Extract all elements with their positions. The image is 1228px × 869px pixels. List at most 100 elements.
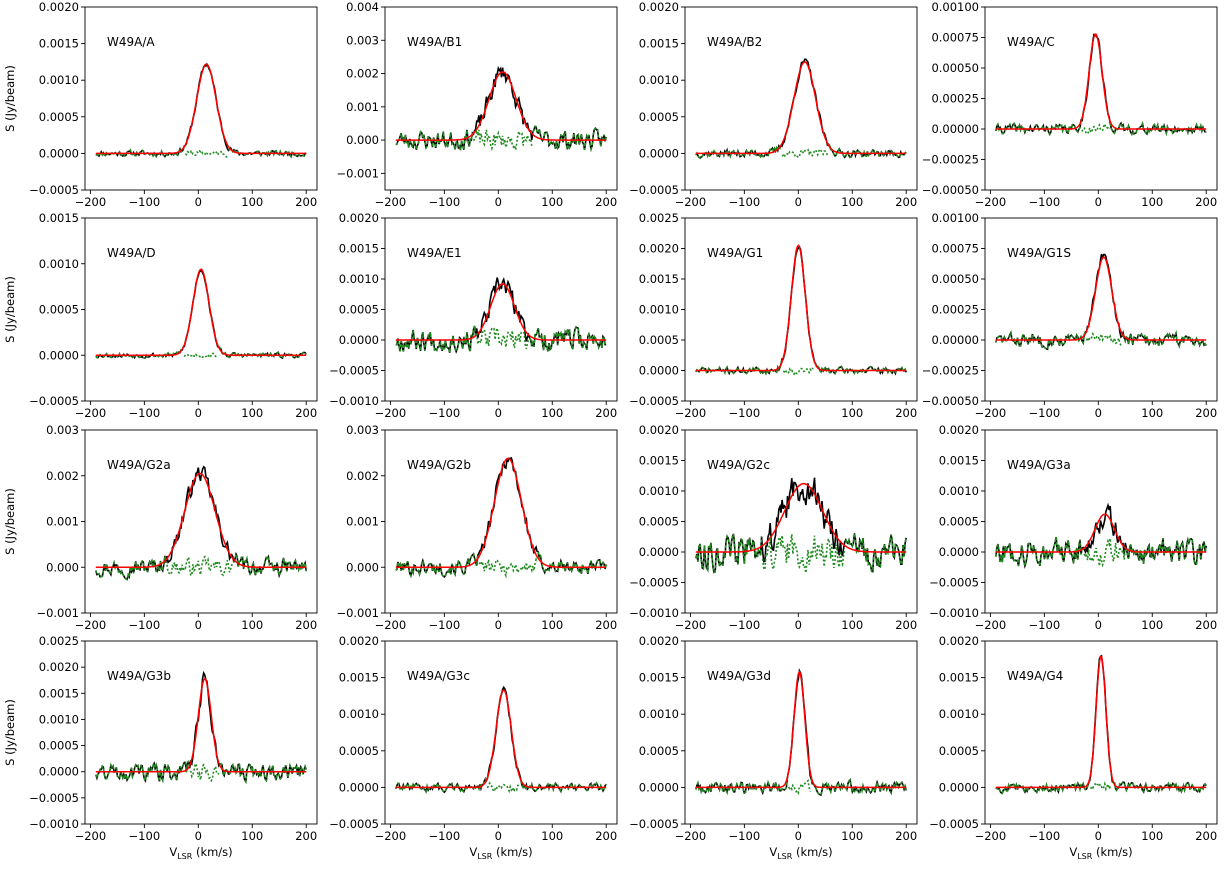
x-tick-label: 0: [195, 406, 202, 420]
y-tick-label: 0.0015: [39, 211, 79, 225]
y-tick-label: 0.0000: [39, 146, 79, 160]
x-tick-label: 100: [1141, 195, 1163, 209]
x-tick-label: 200: [895, 406, 917, 420]
x-tick-label: −200: [75, 829, 107, 843]
x-tick-label: −100: [1029, 406, 1061, 420]
x-tick-label: −200: [675, 618, 707, 632]
y-tick-label: 0.0010: [639, 707, 679, 721]
residual-overlay-line: [95, 145, 307, 159]
y-tick-label: 0.002: [46, 469, 79, 483]
residual-line: [183, 352, 219, 360]
panel-title: W49A/G2b: [407, 458, 471, 472]
gaussian-fit-line: [95, 268, 307, 357]
residual-line: [189, 761, 220, 783]
panel-title: W49A/G3a: [1007, 458, 1071, 472]
x-tick-label: −100: [1029, 618, 1061, 632]
y-tick-label: 0.0000: [39, 765, 79, 779]
y-tick-label: 0.0020: [39, 0, 79, 14]
gaussian-fit-line: [395, 457, 607, 568]
x-tick-label: 200: [595, 618, 617, 632]
residual-line: [166, 554, 234, 577]
y-tick-label: 0.0010: [639, 303, 679, 317]
y-tick-label: −0.00025: [922, 153, 979, 167]
x-tick-label: −200: [975, 829, 1007, 843]
y-tick-label: −0.0010: [929, 606, 979, 620]
y-tick-label: 0.0015: [339, 242, 379, 256]
residual-line: [184, 149, 228, 158]
panel-title: W49A/G2a: [107, 458, 171, 472]
x-tick-label: 0: [795, 406, 802, 420]
x-tick-label: 200: [595, 195, 617, 209]
x-axis-label: VLSR (km/s): [469, 845, 532, 861]
residual-line: [782, 367, 814, 376]
axes-frame: [384, 640, 618, 825]
gaussian-fit-line: [995, 33, 1207, 130]
y-tick-label: 0.0020: [639, 634, 679, 648]
y-tick-label: 0.0020: [39, 660, 79, 674]
y-tick-label: 0.00050: [931, 61, 979, 75]
y-tick-label: −0.001: [336, 606, 379, 620]
panel-title: W49A/G1S: [1007, 246, 1071, 260]
y-tick-label: 0.001: [346, 515, 379, 529]
y-tick-label: 0.00000: [931, 122, 979, 136]
x-tick-label: −200: [75, 618, 107, 632]
y-tick-label: 0.00100: [931, 211, 979, 225]
residual-line: [1083, 538, 1127, 568]
x-tick-label: 200: [1195, 195, 1217, 209]
y-tick-label: −0.0010: [29, 817, 79, 831]
x-tick-label: 200: [895, 618, 917, 632]
x-tick-label: −200: [75, 406, 107, 420]
x-tick-label: −200: [975, 618, 1007, 632]
x-tick-label: −100: [129, 829, 161, 843]
panel-title: W49A/G3b: [107, 669, 171, 683]
panel-w49a-g2a: −200 −100 0 100 200 −0.001 0.000 0.001 0.002 0.00…: [3, 423, 318, 632]
x-tick-label: 0: [795, 618, 802, 632]
y-tick-label: 0.0010: [39, 712, 79, 726]
x-tick-label: 200: [595, 406, 617, 420]
panel-title: W49A/G2c: [707, 458, 770, 472]
panel-w49a-g3d: −200 −100 0 100 200 −0.0005 0.0000 0.0005 0.0010…: [629, 634, 918, 861]
x-tick-label: 0: [495, 406, 502, 420]
observed-spectrum-line: [395, 276, 607, 354]
y-tick-label: 0.004: [346, 0, 379, 14]
panel-w49a-g4: −200 −100 0 100 200 −0.0005 0.0000 0.0005 0.0010…: [929, 634, 1218, 861]
gaussian-fit-line: [995, 256, 1207, 341]
gaussian-fit-line: [695, 61, 907, 155]
y-tick-label: −0.0005: [29, 394, 79, 408]
x-tick-label: 0: [1095, 829, 1102, 843]
x-tick-label: 100: [241, 829, 263, 843]
x-tick-label: −100: [729, 618, 761, 632]
x-tick-label: 0: [1095, 618, 1102, 632]
y-tick-label: −0.0005: [929, 576, 979, 590]
x-tick-label: −200: [675, 829, 707, 843]
y-tick-label: 0.0000: [39, 348, 79, 362]
gaussian-fit-line: [695, 482, 907, 553]
gaussian-fit-line: [95, 63, 307, 155]
x-tick-label: 0: [195, 618, 202, 632]
x-tick-label: 200: [1195, 829, 1217, 843]
x-tick-label: 200: [295, 195, 317, 209]
observed-spectrum-line: [695, 667, 907, 796]
y-tick-label: 0.0020: [339, 211, 379, 225]
y-tick-label: 0.00025: [931, 92, 979, 106]
gaussian-fit-line: [395, 283, 607, 341]
panel-w49a-g3a: −200 −100 0 100 200 −0.0010 −0.0005 0.0000 0.000…: [929, 423, 1218, 632]
residual-line: [486, 781, 521, 794]
residual-line: [472, 128, 533, 152]
observed-spectrum-line: [395, 685, 607, 794]
y-tick-label: 0.00100: [931, 0, 979, 14]
y-tick-label: 0.0010: [939, 707, 979, 721]
y-tick-label: −0.0010: [329, 394, 379, 408]
y-tick-label: 0.0005: [639, 110, 679, 124]
residual-overlay-line: [95, 346, 307, 360]
residual-overlay-line: [395, 325, 607, 354]
x-tick-label: −200: [975, 406, 1007, 420]
x-tick-label: −100: [129, 406, 161, 420]
y-tick-label: −0.0005: [29, 183, 79, 197]
x-tick-label: −100: [129, 618, 161, 632]
gaussian-fit-line: [95, 677, 307, 773]
x-tick-label: 0: [795, 829, 802, 843]
panel-title: W49A/C: [1007, 35, 1055, 49]
y-tick-label: 0.0020: [339, 634, 379, 648]
y-tick-label: 0.0005: [639, 744, 679, 758]
